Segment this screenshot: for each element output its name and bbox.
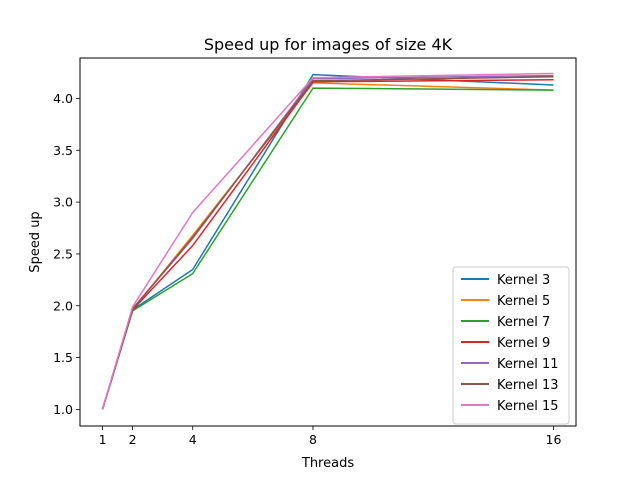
y-axis-ticks: 1.0 1.5 2.0 2.5 3.0 3.5 4.0 (53, 91, 80, 417)
x-tick-label: 8 (309, 432, 317, 447)
legend-label: Kernel 13 (497, 378, 559, 393)
legend-label: Kernel 7 (497, 315, 550, 330)
y-tick-label: 1.5 (53, 350, 73, 365)
y-axis-label: Speed up (28, 211, 43, 272)
legend: Kernel 3 Kernel 5 Kernel 7 Kernel 9 Kernel 1… (452, 266, 570, 425)
y-tick-label: 2.5 (53, 246, 73, 261)
x-axis-label: Threads (301, 456, 354, 471)
x-axis-ticks: 1 2 4 8 16 (99, 426, 562, 447)
legend-label: Kernel 11 (497, 357, 559, 372)
y-tick-label: 1.0 (53, 402, 73, 417)
y-tick-label: 3.5 (53, 143, 73, 158)
y-tick-label: 4.0 (53, 91, 73, 106)
x-tick-label: 16 (546, 432, 562, 447)
x-tick-label: 1 (99, 432, 107, 447)
plot-frame (79, 57, 577, 427)
y-tick-label: 3.0 (53, 195, 73, 210)
y-tick-label: 2.0 (53, 298, 73, 313)
series-layer (101, 72, 554, 410)
x-tick-label: 4 (189, 432, 197, 447)
legend-label: Kernel 3 (497, 273, 550, 288)
series-line-7 (101, 72, 554, 410)
x-tick-label: 2 (129, 432, 137, 447)
plot-area (79, 57, 577, 427)
legend-label: Kernel 9 (497, 336, 550, 351)
chart-title: Speed up for images of size 4K (204, 35, 453, 54)
legend-label: Kernel 5 (497, 294, 550, 309)
legend-label: Kernel 15 (497, 399, 559, 414)
